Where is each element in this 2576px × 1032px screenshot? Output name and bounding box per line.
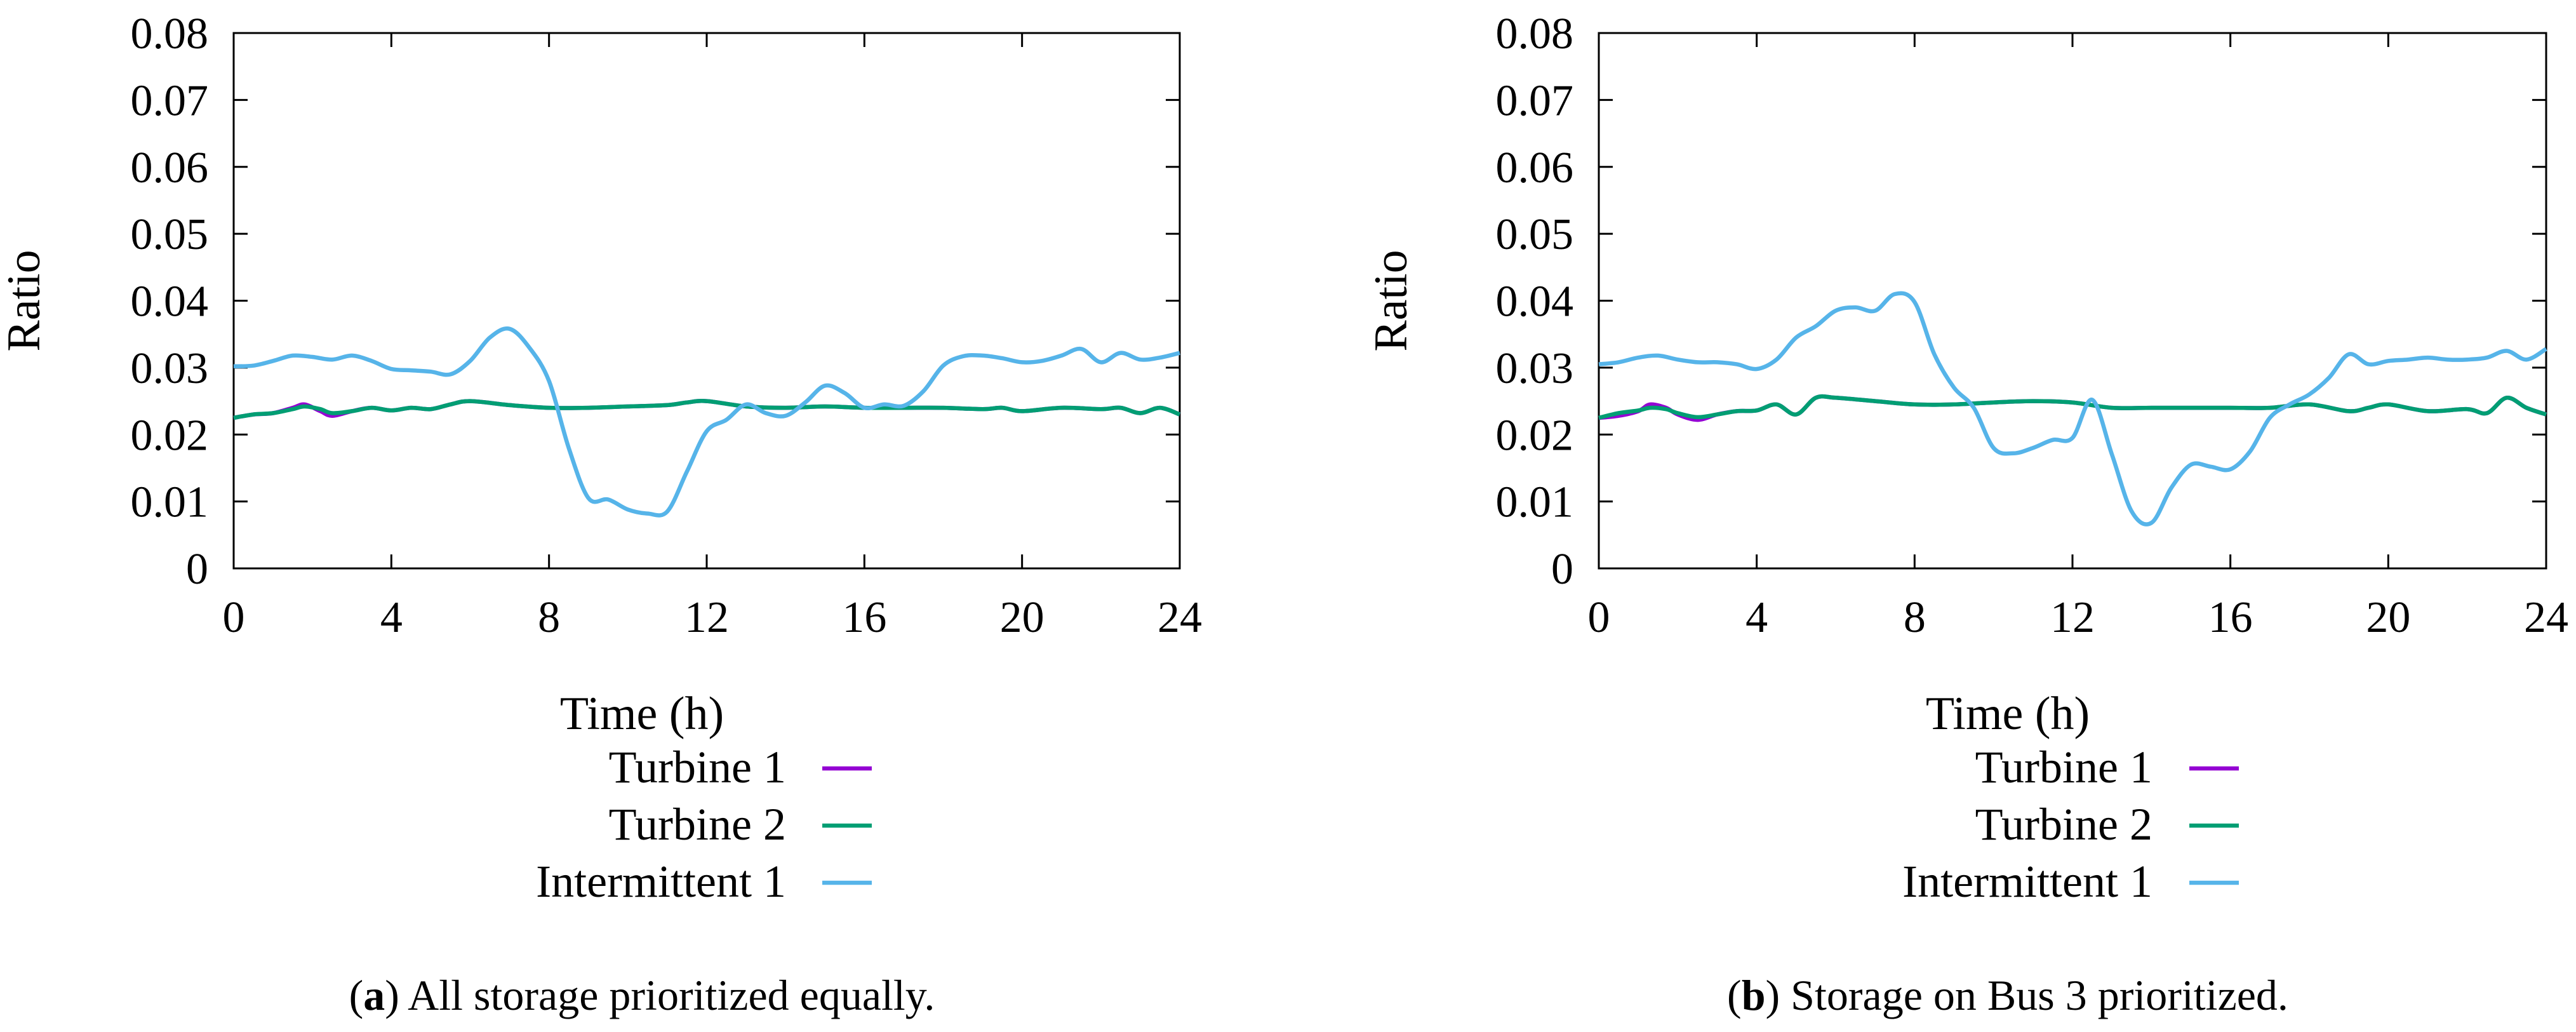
x-tick-label: 16 [842, 593, 886, 642]
chart-panel-a: 0 0.01 0.02 0.03 0.04 0.05 0.06 0.07 0.08 0 4 8 12 16… [0, 10, 1202, 1019]
y-tick-label: 0.02 [1496, 411, 1574, 460]
y-tick-label: 0.06 [131, 144, 209, 192]
legend-label: Turbine 1 [609, 742, 786, 793]
legend-label: Turbine 2 [1975, 799, 2152, 850]
series-line-intermittent-1 [1598, 291, 2547, 526]
legend-label: Intermittent 1 [1902, 856, 2152, 907]
y-tick-label: 0.03 [1496, 344, 1574, 393]
y-tick-label: 0.03 [131, 344, 209, 393]
plot-frame [232, 32, 1181, 570]
y-tick-label: 0.07 [131, 76, 209, 125]
panel-caption: (a) All storage prioritized equally. [349, 971, 935, 1019]
y-axis-title: Ratio [0, 250, 50, 351]
y-tick-label: 0.08 [131, 10, 209, 58]
caption-paren-open: ( [349, 971, 364, 1019]
x-tick-label: 24 [1158, 593, 1202, 642]
caption-text: ) Storage on Bus 3 prioritized. [1766, 971, 2288, 1019]
caption-paren-open: ( [1727, 971, 1742, 1019]
x-tick-label: 16 [2208, 593, 2253, 642]
x-tick-label: 8 [538, 593, 560, 642]
caption-text: ) All storage prioritized equally. [385, 971, 935, 1019]
x-tick-label: 12 [684, 593, 729, 642]
x-axis-title: Time (h) [560, 688, 724, 740]
caption-panel-label: b [1742, 971, 1766, 1019]
y-tick-label: 0 [1551, 545, 1573, 594]
y-tick-label: 0.08 [1496, 10, 1574, 58]
series-line-intermittent-1 [233, 326, 1180, 518]
plot-frame [1598, 32, 2547, 570]
series-line-turbine-2 [233, 399, 1181, 420]
y-tick-label: 0.05 [1496, 210, 1574, 259]
y-tick-label: 0 [186, 545, 208, 594]
legend-label: Turbine 2 [609, 799, 786, 850]
x-tick-label: 12 [2050, 593, 2095, 642]
y-tick-label: 0.04 [1496, 278, 1574, 326]
x-tick-label: 20 [1000, 593, 1044, 642]
x-tick-label: 4 [380, 593, 403, 642]
caption-panel-label: a [363, 971, 385, 1019]
x-tick-label: 20 [2366, 593, 2410, 642]
legend-label: Turbine 1 [1975, 742, 2152, 793]
x-tick-label: 0 [223, 593, 245, 642]
x-tick-label: 24 [2524, 593, 2568, 642]
y-tick-label: 0.04 [131, 278, 209, 326]
y-axis-title: Ratio [1365, 250, 1417, 351]
y-tick-label: 0.07 [1496, 76, 1574, 125]
chart-panel-b: 0 0.01 0.02 0.03 0.04 0.05 0.06 0.07 0.08 0 4 8 12 16… [1365, 10, 2568, 1019]
legend-label: Intermittent 1 [536, 856, 786, 907]
x-tick-label: 0 [1588, 593, 1610, 642]
series-line-turbine-2 [1598, 394, 2547, 420]
panel-caption: (b) Storage on Bus 3 prioritized. [1727, 971, 2288, 1019]
x-tick-label: 4 [1745, 593, 1768, 642]
y-tick-label: 0.01 [131, 478, 209, 527]
x-axis-title: Time (h) [1926, 688, 2090, 740]
y-tick-label: 0.06 [1496, 144, 1574, 192]
y-tick-label: 0.02 [131, 411, 209, 460]
y-tick-label: 0.01 [1496, 478, 1574, 527]
x-tick-label: 8 [1904, 593, 1926, 642]
y-tick-label: 0.05 [131, 210, 209, 259]
